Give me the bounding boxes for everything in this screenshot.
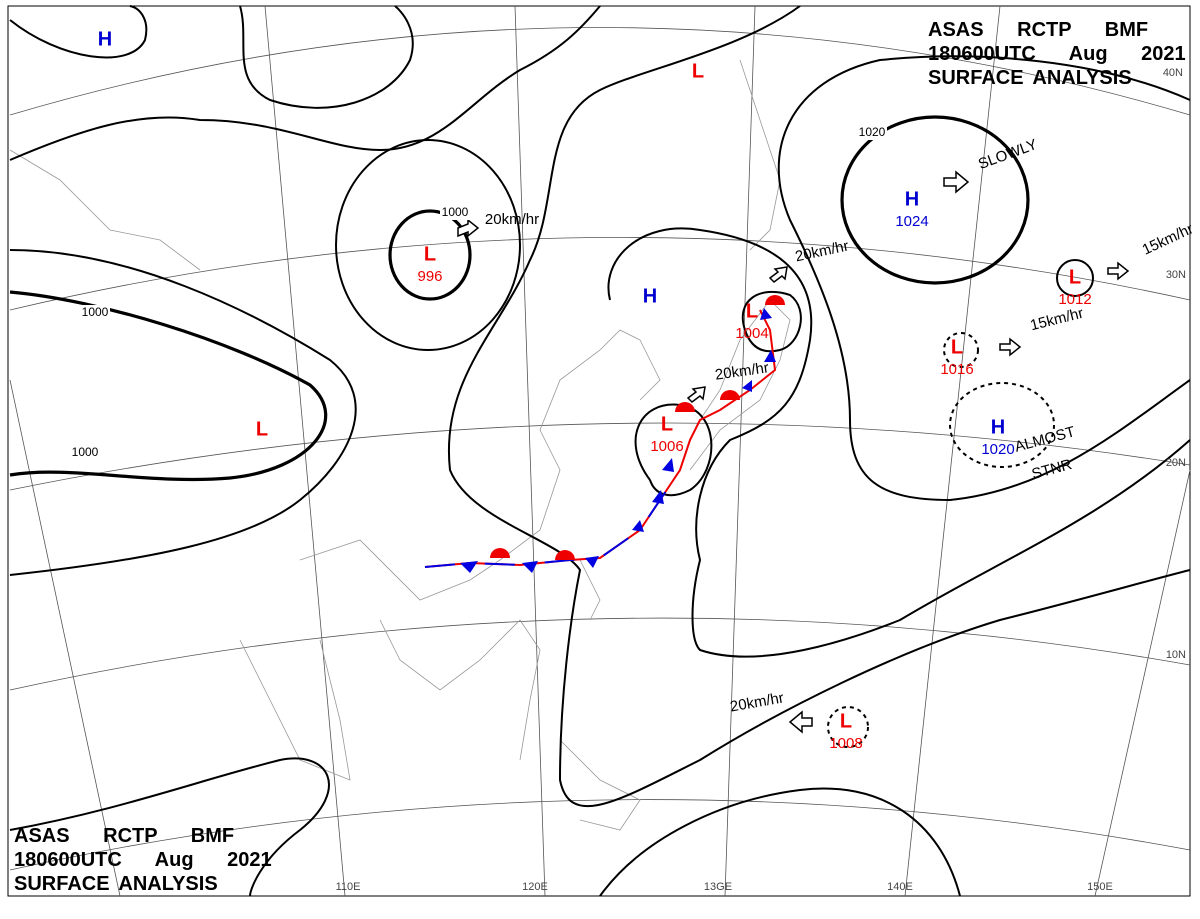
center-symbol: L xyxy=(1069,266,1081,288)
latitude-line xyxy=(9,237,1191,311)
isobar xyxy=(634,403,713,497)
map-frame xyxy=(7,5,1191,897)
latitude-line xyxy=(9,422,1191,491)
coastline xyxy=(299,329,661,601)
motion-arrow xyxy=(788,710,813,734)
isobar-label: 1000 xyxy=(82,305,109,319)
longitude-line xyxy=(724,5,756,897)
isobar xyxy=(777,55,1191,502)
title-line: 180600UTC Aug 2021 xyxy=(928,43,1186,65)
isobar xyxy=(607,227,1191,658)
center-symbol: L xyxy=(661,413,673,435)
longitude-label: 120E xyxy=(522,881,548,893)
motion-label: 20km/hr xyxy=(485,211,539,228)
longitude-line xyxy=(904,5,1001,897)
longitude-label: 13GE xyxy=(704,881,732,893)
center-symbol: H xyxy=(991,416,1005,438)
latitude-label: 20N xyxy=(1166,457,1186,469)
isobar xyxy=(9,249,357,576)
center-pressure: 1008 xyxy=(829,735,862,752)
center-symbol: H xyxy=(643,285,657,307)
longitude-label: 110E xyxy=(336,881,361,893)
longitude-line xyxy=(514,5,546,897)
center-symbol: L xyxy=(746,300,758,322)
isobar xyxy=(388,209,472,301)
isobar-label-bg xyxy=(70,445,100,460)
center-pressure: 1016 xyxy=(940,361,973,378)
isobar xyxy=(335,139,521,351)
isobar xyxy=(447,5,1191,808)
title-line: 180600UTC Aug 2021 xyxy=(14,849,272,871)
center-symbol: H xyxy=(905,188,919,210)
isobar xyxy=(827,706,869,748)
latitude-label: 30N xyxy=(1166,269,1186,281)
isobar xyxy=(949,382,1055,468)
front xyxy=(424,295,785,573)
latitude-line xyxy=(9,617,1191,691)
isobar-label: 1020 xyxy=(859,125,886,139)
center-pressure: 1006 xyxy=(650,438,683,455)
isobar-label: 1000 xyxy=(442,205,469,219)
motion-arrow xyxy=(999,337,1022,357)
isobar xyxy=(9,757,330,897)
isobar xyxy=(1056,259,1094,297)
center-symbol: L xyxy=(256,418,268,440)
isobar xyxy=(9,290,328,482)
graticule xyxy=(9,5,1191,897)
coastline xyxy=(379,619,541,761)
center-pressure: 1024 xyxy=(895,213,928,230)
title-line: SURFACE ANALYSIS xyxy=(928,67,1132,89)
coastline xyxy=(579,559,601,621)
center-pressure: 1004 xyxy=(735,325,768,342)
isobar-label-bg xyxy=(80,305,110,320)
isobar-label: 1000 xyxy=(72,445,99,459)
isobar xyxy=(239,5,414,109)
titles: ASAS RCTP BMF 180600UTC Aug 2021 SURFACE… xyxy=(14,19,1186,895)
center-symbol: L xyxy=(840,710,852,732)
motion-arrows xyxy=(457,170,1130,734)
isobars xyxy=(9,5,1191,897)
front-line xyxy=(424,469,681,568)
isobar xyxy=(9,5,601,161)
title-line: ASAS RCTP BMF xyxy=(14,825,234,847)
center-pressure: 996 xyxy=(417,268,442,285)
isobar-label-bg xyxy=(440,205,470,220)
longitude-line xyxy=(1094,469,1191,897)
motion-arrow xyxy=(457,218,480,238)
center-symbol: L xyxy=(692,60,704,82)
center-pressure: 1020 xyxy=(981,441,1014,458)
coastline xyxy=(689,299,791,471)
isobar-label-bg xyxy=(857,125,887,140)
longitude-label: 150E xyxy=(1087,881,1113,893)
isobar xyxy=(741,290,802,353)
motion-arrow xyxy=(943,170,970,194)
isobar xyxy=(840,115,1030,285)
latitude-label: 10N xyxy=(1166,649,1186,661)
isobar xyxy=(943,332,979,368)
center-symbol: L xyxy=(951,336,963,358)
coastline xyxy=(559,739,641,831)
isobar xyxy=(599,787,961,897)
longitude-label: 140E xyxy=(887,881,913,893)
center-symbol: H xyxy=(98,28,112,50)
latitude-line xyxy=(9,27,1191,116)
title-line: ASAS RCTP BMF xyxy=(928,19,1148,41)
latitude-line xyxy=(9,799,1191,871)
motion-arrow xyxy=(768,266,788,283)
center-symbol: L xyxy=(424,243,436,265)
isobar xyxy=(9,5,148,59)
motion-arrow xyxy=(1107,261,1130,281)
title-line: SURFACE ANALYSIS xyxy=(14,873,218,895)
center-pressure: 1012 xyxy=(1058,291,1091,308)
latitude-label: 40N xyxy=(1163,67,1183,79)
coastline xyxy=(9,149,201,271)
motion-arrow xyxy=(686,386,706,403)
